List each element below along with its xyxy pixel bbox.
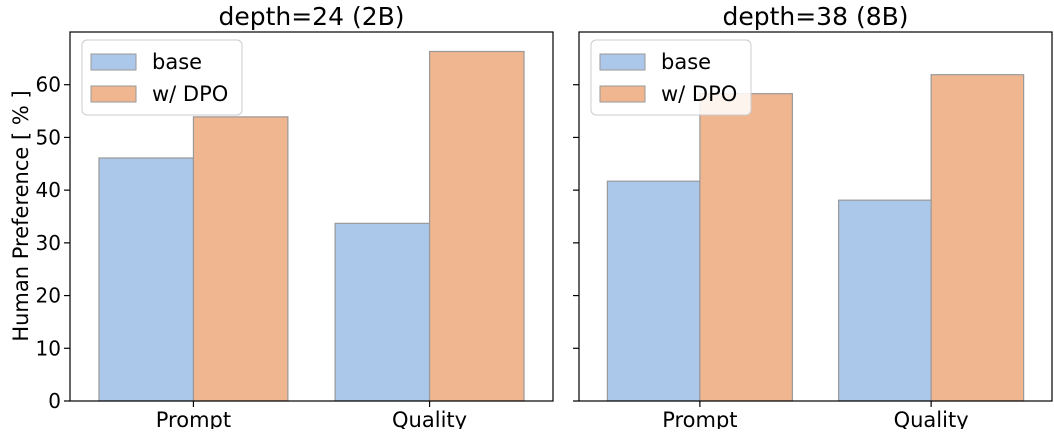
legend-label: w/ DPO: [152, 82, 228, 106]
plot-frame: [69, 31, 554, 402]
chart-title: depth=38 (8B): [722, 2, 908, 31]
legend-swatch: [90, 53, 137, 71]
bar-w-dpo-prompt: [192, 116, 289, 402]
legend-label: base: [152, 50, 202, 74]
bar-base-quality: [334, 222, 431, 402]
chart-panel-2: Prompt Quality depth=38 (8B) base w/ DPO: [573, 2, 1053, 432]
bar-base-quality: [838, 199, 932, 402]
chart-panel-1: 0 10 20 30 40 50 60 Prompt Quality depth=24 (2B) b…: [36, 2, 554, 432]
legend-label: base: [661, 50, 711, 74]
legend-swatch: [90, 85, 137, 103]
x-tick-label: Quality: [392, 408, 467, 429]
y-tick-label: 60: [36, 73, 61, 97]
bar-base-prompt: [606, 180, 701, 402]
x-tick-label: Prompt: [662, 408, 737, 429]
plot-frame: [578, 31, 1053, 402]
y-tick-label: 20: [36, 284, 61, 308]
bar-w-dpo-quality: [428, 50, 525, 402]
bar-w-dpo-quality: [930, 74, 1025, 402]
bar-base-prompt: [98, 157, 195, 402]
y-axis-label: Human Preference [ % ]: [9, 90, 33, 341]
legend-swatch: [599, 53, 646, 71]
y-tick-label: 50: [36, 125, 61, 149]
legend-label: w/ DPO: [661, 82, 737, 106]
bar-w-dpo-prompt: [699, 93, 793, 402]
y-tick-label: 0: [48, 389, 61, 413]
y-tick-label: 10: [36, 336, 61, 360]
chart-title: depth=24 (2B): [218, 2, 404, 31]
y-tick-label: 40: [36, 178, 61, 202]
x-tick-label: Prompt: [156, 408, 231, 429]
y-tick-label: 30: [36, 231, 61, 255]
legend-swatch: [599, 85, 646, 103]
x-tick-label: Quality: [894, 408, 969, 429]
